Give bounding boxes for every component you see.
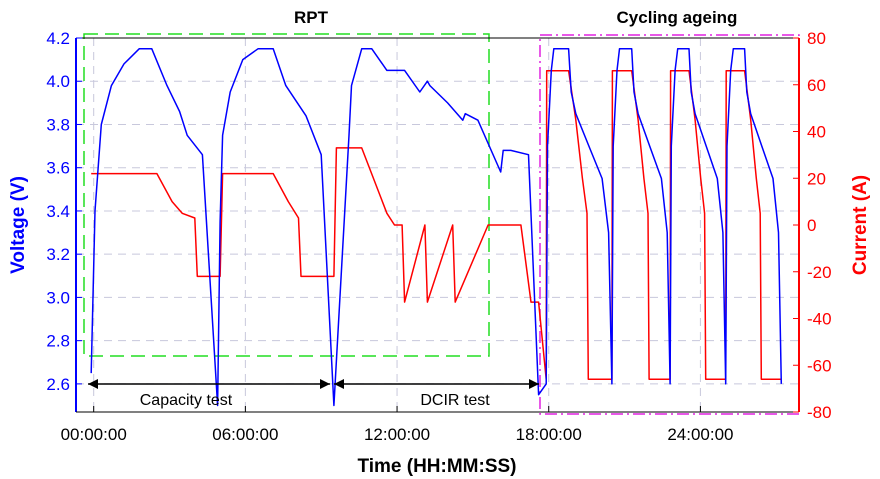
left-tick-label: 3.4	[46, 202, 70, 221]
left-tick-label: 3.2	[46, 245, 70, 264]
left-tick-label: 3.0	[46, 288, 70, 307]
right-tick-label: 20	[807, 169, 826, 188]
left-tick-label: 4.0	[46, 72, 70, 91]
voltage-series-line	[90, 48, 783, 407]
dcir-test-arrow-head-right	[529, 379, 539, 389]
capacity-test-arrow-head-left	[88, 379, 98, 389]
plot-background	[76, 38, 799, 412]
capacity-test-arrow-head-right	[320, 379, 330, 389]
region-title-rpt: RPT	[294, 8, 329, 27]
x-tick-label: 06:00:00	[212, 425, 278, 444]
left-tick-label: 2.8	[46, 332, 70, 351]
axes: 2.6 2.8 3.0 3.2 3.4 3.6 3.8 4.0 4.2 -80 -60 -40 -20 0…	[46, 29, 831, 444]
left-tick-label: 3.6	[46, 159, 70, 178]
annotations	[88, 379, 539, 389]
rpt-region-box	[83, 33, 490, 357]
series-layer	[90, 48, 783, 407]
right-tick-label: -60	[807, 356, 832, 375]
x-axis-title: Time (HH:MM:SS)	[357, 456, 516, 477]
left-tick-label: 3.8	[46, 115, 70, 134]
y-axis-title-right: Current (A)	[850, 175, 871, 275]
dcir-test-arrow-head-left	[334, 379, 344, 389]
right-tick-label: -20	[807, 263, 832, 282]
y-axis-title-left: Voltage (V)	[8, 176, 29, 274]
right-tick-label: -40	[807, 310, 832, 329]
right-tick-label: 80	[807, 29, 826, 48]
x-tick-label: 12:00:00	[364, 425, 430, 444]
right-tick-label: 0	[807, 216, 816, 235]
phase-label-dcir: DCIR test	[420, 392, 490, 409]
x-tick-label: 00:00:00	[61, 425, 127, 444]
right-tick-label: 60	[807, 76, 826, 95]
region-title-cycling: Cycling ageing	[617, 8, 738, 27]
left-tick-label: 2.6	[46, 375, 70, 394]
x-tick-label: 24:00:00	[667, 425, 733, 444]
right-tick-label: 40	[807, 123, 826, 142]
x-tick-label: 18:00:00	[516, 425, 582, 444]
left-tick-label: 4.2	[46, 29, 70, 48]
phase-label-capacity: Capacity test	[140, 392, 233, 409]
right-tick-label: -80	[807, 403, 832, 422]
